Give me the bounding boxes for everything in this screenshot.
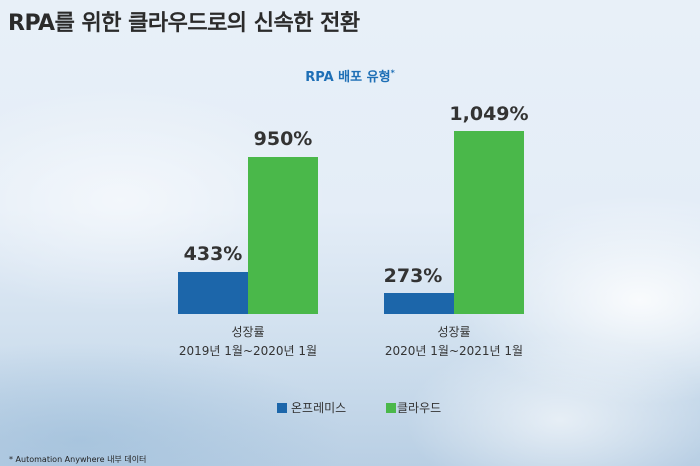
bar-onprem-2020	[384, 293, 454, 314]
category-label-line1: 성장률	[231, 325, 265, 339]
footnote: * Automation Anywhere 내부 데이터	[9, 455, 147, 464]
value-label-cloud-2019: 950%	[253, 128, 313, 150]
category-label-line2: 2019년 1월~2020년 1월	[178, 344, 318, 358]
bar-onprem-2019	[178, 272, 248, 314]
category-label-line1: 성장률	[437, 325, 471, 339]
value-label-onprem-2019: 433%	[183, 243, 243, 265]
category-label-2019: 성장률 2019년 1월~2020년 1월	[148, 323, 348, 361]
bar-cloud-2020	[454, 131, 524, 314]
legend-swatch-green-icon	[386, 402, 396, 413]
category-label-2020: 성장률 2020년 1월~2021년 1월	[354, 323, 554, 361]
legend-swatch-blue-icon	[277, 402, 287, 413]
legend-item-cloud: 클라우드	[386, 399, 441, 416]
value-label-cloud-2020: 1,049%	[449, 103, 529, 125]
legend-label: 클라우드	[397, 401, 442, 415]
value-label-onprem-2020: 273%	[383, 265, 443, 287]
page-title: RPA를 위한 클라우드로의 신속한 전환	[8, 11, 360, 36]
category-label-line2: 2020년 1월~2021년 1월	[384, 344, 524, 358]
chart-subtitle: RPA 배포 유형*	[0, 66, 700, 85]
chart-subtitle-text: RPA 배포 유형	[305, 70, 391, 85]
legend-label: 온프레미스	[291, 401, 347, 415]
footnote-marker: *	[390, 68, 395, 78]
legend-item-on-premise: 온프레미스	[277, 399, 346, 416]
bar-cloud-2019	[248, 157, 318, 314]
